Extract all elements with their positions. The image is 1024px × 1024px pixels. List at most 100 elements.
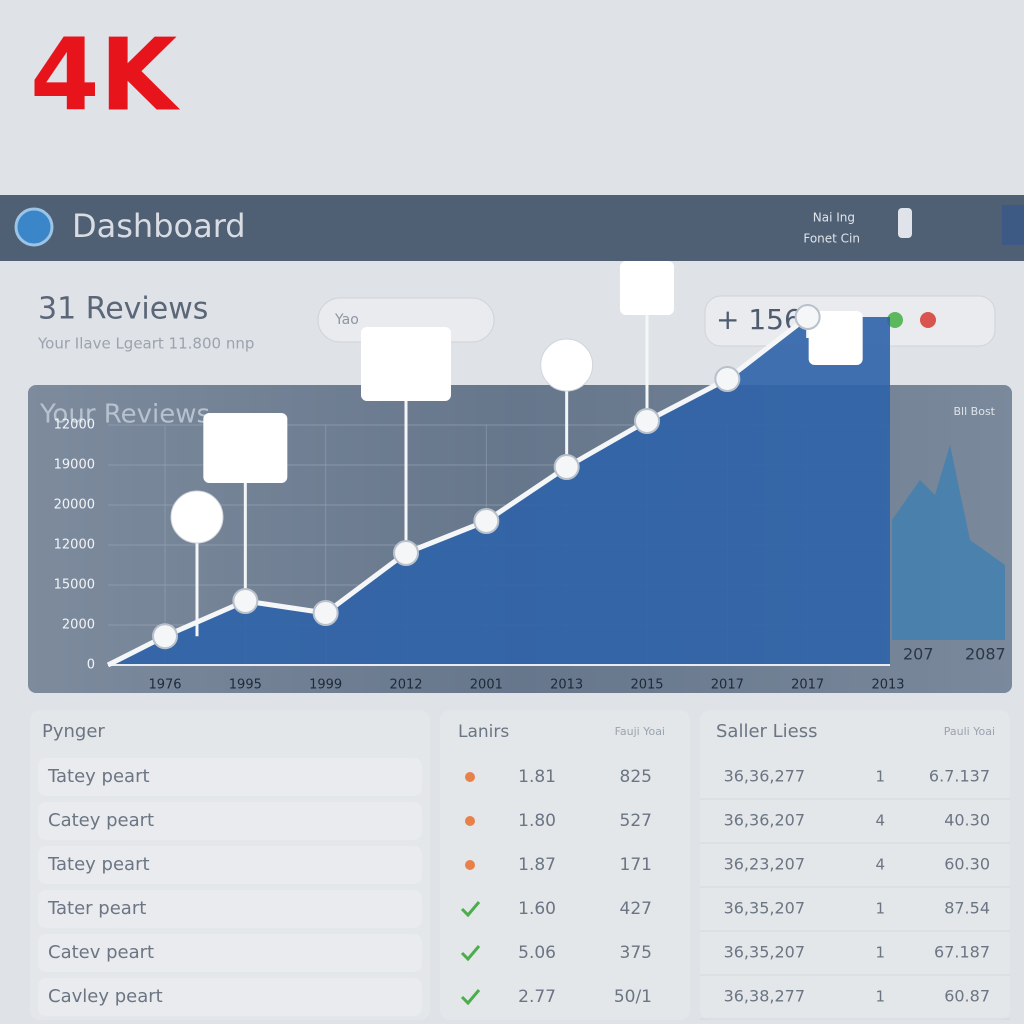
status-icon xyxy=(460,945,481,962)
col-header: Saller Liess xyxy=(716,721,818,742)
cell: Tatey peart xyxy=(47,766,150,787)
y-tick-label: 0 xyxy=(87,658,95,673)
status-icon xyxy=(465,860,475,870)
col-header: Fauji Yoai xyxy=(615,725,665,738)
table: Pynger Lanirs Fauji Yoai Saller Liess Pauli … xyxy=(30,710,1010,1020)
cell: 1.81 xyxy=(518,767,556,787)
point xyxy=(553,454,580,480)
x-tick-label: 1995 xyxy=(229,678,262,693)
col-header: Pauli Yoai xyxy=(944,725,995,738)
cell: 1 xyxy=(875,768,885,786)
cell: 1 xyxy=(875,900,885,918)
x-tick-label: 1976 xyxy=(148,678,181,693)
cell: 60.30 xyxy=(944,855,990,874)
menu-button[interactable] xyxy=(1002,205,1024,245)
status-icon xyxy=(465,772,475,782)
cell: 36,23,207 xyxy=(724,855,805,874)
point xyxy=(714,366,741,392)
callout-icon xyxy=(540,338,594,392)
cell: 6.7.137 xyxy=(929,767,990,786)
y-tick-label: 12000 xyxy=(54,538,95,553)
cell: Tatey peart xyxy=(47,854,150,875)
x-tick-label: 2015 xyxy=(630,678,663,693)
cell: Tater peart xyxy=(47,898,146,919)
user-icon[interactable] xyxy=(898,208,912,238)
cell: 36,35,207 xyxy=(724,899,805,918)
logo xyxy=(14,207,54,247)
cell: Cavley peart xyxy=(48,986,163,1007)
callout-icon xyxy=(361,327,451,401)
status-dot xyxy=(920,312,936,328)
status-icon xyxy=(460,989,481,1006)
table-card xyxy=(440,710,690,1020)
col-header: Pynger xyxy=(42,721,105,742)
cell: 36,36,277 xyxy=(724,767,805,786)
cell: 87.54 xyxy=(944,899,990,918)
side-chart xyxy=(892,445,1005,640)
line xyxy=(106,315,810,668)
y-tick-label: 15000 xyxy=(54,578,95,593)
cell: 1 xyxy=(875,944,885,962)
row-bg xyxy=(38,802,422,840)
cell: 36,35,207 xyxy=(724,943,805,962)
row-bg xyxy=(38,890,422,928)
col-header: Lanirs xyxy=(458,722,509,742)
status-dot xyxy=(887,312,903,328)
cell: Catey peart xyxy=(48,810,154,831)
cell: 375 xyxy=(620,943,652,963)
search-text: Yao xyxy=(334,312,359,328)
y-tick-label: 2000 xyxy=(62,618,95,633)
cell: 60.87 xyxy=(944,987,990,1006)
cell: 1.87 xyxy=(518,855,556,875)
x-tick-label: 2013 xyxy=(871,678,904,693)
point xyxy=(794,304,821,330)
header-meta: Fonet Cin xyxy=(803,232,860,246)
chart: 0 2000 15000 12000 20000 19000 12000 1976 1995 19… xyxy=(54,261,905,693)
cell: 427 xyxy=(620,899,652,919)
cell: 40.30 xyxy=(944,811,990,830)
x-tick-label: 2012 xyxy=(389,678,422,693)
x-tick-label: 1999 xyxy=(309,678,342,693)
cell: Catev peart xyxy=(48,942,154,963)
cell: 527 xyxy=(620,811,652,831)
status-icon xyxy=(460,901,481,918)
callout-icon xyxy=(170,490,224,544)
cell: 50/1 xyxy=(614,987,652,1007)
row-bg xyxy=(38,846,422,884)
point xyxy=(232,588,259,614)
x-tick-label: 2017 xyxy=(791,678,824,693)
cell: 4 xyxy=(875,812,885,830)
cell: 171 xyxy=(620,855,652,875)
header-title: Dashboard xyxy=(72,207,246,245)
cell: 1.80 xyxy=(518,811,556,831)
row-bg xyxy=(38,934,422,972)
area xyxy=(108,317,890,665)
x-tick-label: 2013 xyxy=(550,678,583,693)
cell: 67.187 xyxy=(934,943,990,962)
header-bar xyxy=(0,195,1024,261)
cell: 36,36,207 xyxy=(724,811,805,830)
point xyxy=(634,408,660,434)
x-tick-label: 2017 xyxy=(711,678,744,693)
point xyxy=(393,540,419,566)
summary-subtitle: Your Ilave Lgeart 11.800 nnp xyxy=(37,335,254,353)
header-meta: Nai Ing xyxy=(813,211,855,225)
cell: 5.06 xyxy=(518,943,556,963)
side-label: 207 xyxy=(903,645,934,664)
y-tick-label: 20000 xyxy=(54,498,95,513)
summary-title: 31 Reviews xyxy=(38,292,208,327)
callout-icon xyxy=(203,413,288,483)
row-bg xyxy=(38,758,422,796)
y-tick-label: 19000 xyxy=(54,458,95,473)
cell: 2.77 xyxy=(518,987,556,1007)
x-tick-label: 2001 xyxy=(470,678,503,693)
point xyxy=(473,508,500,534)
table-card xyxy=(700,710,1010,1020)
point xyxy=(152,623,178,650)
cell: 4 xyxy=(875,856,885,874)
callout-icon xyxy=(808,311,863,365)
point xyxy=(312,600,339,626)
status-icon xyxy=(465,816,475,826)
